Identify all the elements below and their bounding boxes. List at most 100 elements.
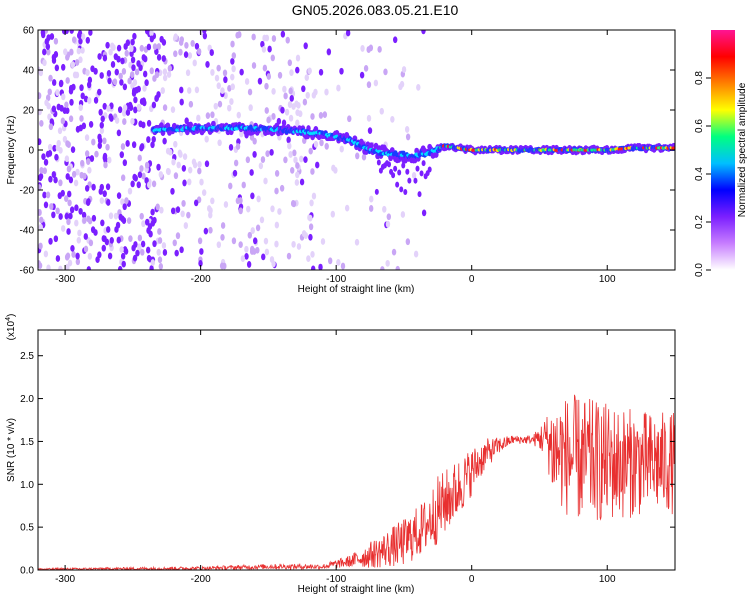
spectrogram-noise-point xyxy=(139,143,145,150)
spectrogram-noise-point xyxy=(354,238,360,246)
spectrogram-noise-point xyxy=(94,150,99,158)
spectrogram-noise-point xyxy=(130,117,135,125)
spectrogram-noise-point xyxy=(393,36,398,44)
spectrogram-noise-point xyxy=(76,47,81,55)
spectrogram-noise-point xyxy=(48,237,53,245)
spectrogram-signal-point xyxy=(417,191,422,198)
spectrogram-noise-point xyxy=(230,73,235,81)
spectrogram-noise-point xyxy=(197,160,202,168)
spectrogram-x-tick-label: -200 xyxy=(191,274,211,285)
spectrogram-signal-point xyxy=(415,165,420,172)
spectrogram-noise-point xyxy=(289,69,294,77)
spectrogram-noise-point xyxy=(258,162,264,170)
spectrogram-noise-point xyxy=(252,151,257,158)
spectrogram-noise-point xyxy=(209,49,214,56)
spectrogram-noise-point xyxy=(293,156,298,164)
spectrogram-signal-point xyxy=(387,161,392,168)
spectrogram-noise-point xyxy=(149,265,154,270)
spectrogram-noise-point xyxy=(156,91,161,98)
spectrogram-noise-point xyxy=(110,61,116,68)
spectrogram-noise-point xyxy=(136,85,141,93)
spectrogram-noise-point xyxy=(124,197,129,205)
spectrogram-noise-point xyxy=(249,169,254,176)
spectrogram-noise-point xyxy=(230,40,235,48)
spectrogram-noise-point xyxy=(289,94,294,102)
spectrogram-noise-point xyxy=(58,179,63,187)
snr-panel: -300 -200 -100 0 100 0.0 0.5 1.0 1.5 2.0 2.5 Heigh… xyxy=(5,314,676,595)
spectrogram-noise-point xyxy=(63,48,68,56)
spectrogram-noise-point xyxy=(382,205,387,213)
spectrogram-noise-point xyxy=(287,142,292,150)
spectrogram-noise-point xyxy=(83,245,89,253)
spectrogram-noise-point xyxy=(116,236,121,244)
spectrogram-noise-point xyxy=(179,98,184,106)
spectrogram-noise-point xyxy=(113,53,119,61)
spectrogram-noise-point xyxy=(86,158,91,165)
spectrogram-noise-point xyxy=(310,168,315,175)
spectrogram-noise-point xyxy=(80,159,85,167)
spectrogram-noise-point xyxy=(133,241,138,248)
spectrogram-noise-point xyxy=(76,236,82,244)
spectrogram-noise-point xyxy=(64,195,69,203)
spectrogram-noise-point xyxy=(271,35,277,42)
spectrogram-noise-point xyxy=(261,253,266,261)
spectrogram-noise-point xyxy=(303,156,308,163)
spectrogram-noise-point xyxy=(327,257,333,265)
spectrogram-noise-point xyxy=(170,106,176,114)
spectrogram-noise-point xyxy=(202,32,208,40)
spectrogram-noise-point xyxy=(100,219,105,227)
spectrogram-noise-point xyxy=(187,178,192,186)
spectrogram-noise-point xyxy=(70,245,75,252)
spectrogram-noise-point xyxy=(217,139,222,147)
spectrogram-noise-point xyxy=(303,42,308,50)
spectrogram-noise-point xyxy=(97,137,103,144)
spectrogram-noise-point xyxy=(130,56,136,64)
spectrogram-noise-point xyxy=(105,143,110,151)
snr-y-multiplier: (x104) xyxy=(5,314,17,341)
spectrogram-noise-point xyxy=(291,200,297,208)
spectrogram-noise-point xyxy=(187,52,193,59)
spectrogram-signal-point xyxy=(407,177,412,184)
spectrogram-noise-point xyxy=(217,100,223,108)
spectrogram-noise-point xyxy=(173,172,179,180)
spectrogram-y-tick-label: -20 xyxy=(20,186,35,197)
snr-y-tick-label: 1.5 xyxy=(20,437,34,448)
spectrogram-noise-point xyxy=(203,227,209,235)
spectrogram-noise-point xyxy=(130,38,135,46)
spectrogram-noise-point xyxy=(124,49,129,57)
spectrogram-signal-point xyxy=(413,177,418,184)
spectrogram-noise-point xyxy=(47,88,52,96)
spectrogram-noise-point xyxy=(274,170,280,177)
chart-title: GN05.2026.083.05.21.E10 xyxy=(291,2,459,18)
spectrogram-x-tick-label: 0 xyxy=(469,274,475,285)
spectrogram-noise-point xyxy=(141,172,146,180)
spectrogram-noise-point xyxy=(236,111,241,119)
spectrogram-noise-point xyxy=(145,246,151,254)
spectrogram-noise-point xyxy=(49,33,55,40)
spectrogram-noise-point xyxy=(311,265,316,270)
spectrogram-noise-point xyxy=(173,50,178,58)
spectrogram-noise-point xyxy=(79,115,84,122)
spectrogram-noise-point xyxy=(308,214,313,222)
spectrogram-signal-point xyxy=(421,160,426,167)
spectrogram-noise-point xyxy=(119,246,124,254)
spectrogram-noise-point xyxy=(74,59,80,66)
spectrogram-noise-point xyxy=(132,32,137,40)
spectrogram-noise-point xyxy=(182,153,188,161)
spectrogram-noise-point xyxy=(68,115,74,123)
spectrogram-noise-point xyxy=(122,159,128,167)
spectrogram-noise-point xyxy=(66,165,72,173)
spectrogram-noise-point xyxy=(251,62,257,69)
spectrogram-noise-point xyxy=(118,213,123,221)
spectrogram-noise-point xyxy=(116,44,122,52)
spectrogram-noise-point xyxy=(91,214,97,222)
spectrogram-noise-point xyxy=(136,181,141,189)
spectrogram-noise-point xyxy=(188,100,194,108)
spectrogram-noise-point xyxy=(252,137,257,145)
spectrogram-noise-point xyxy=(137,171,143,179)
spectrogram-noise-point xyxy=(85,36,91,44)
colorbar-tick-label: 0.0 xyxy=(694,263,705,277)
spectrogram-noise-point xyxy=(216,64,221,72)
spectrogram-noise-point xyxy=(71,251,76,258)
snr-y-tick-label: 1.0 xyxy=(20,480,34,491)
